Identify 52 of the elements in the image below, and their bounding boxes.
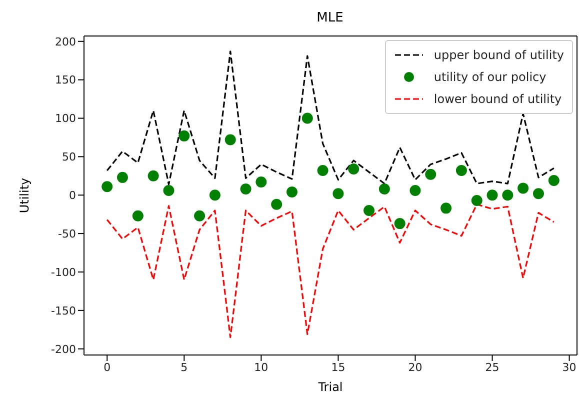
point	[456, 165, 467, 176]
y-tick-label: 200	[55, 35, 76, 48]
x-tick-label: 5	[180, 360, 188, 374]
point	[317, 165, 328, 176]
legend-label: upper bound of utility	[434, 48, 564, 62]
point	[302, 112, 313, 124]
y-tick-label: -200	[51, 342, 76, 356]
y-tick-label: -50	[58, 227, 76, 240]
point	[178, 130, 190, 142]
point	[102, 181, 113, 192]
x-tick-label: 30	[562, 360, 576, 374]
point	[271, 198, 282, 210]
point	[148, 170, 159, 182]
point	[286, 186, 298, 198]
x-tick-label: 15	[331, 360, 346, 374]
x-tick-label: 20	[408, 360, 422, 374]
point	[209, 190, 220, 201]
x-axis-title: Trial	[317, 380, 343, 394]
y-tick-label: 0	[69, 189, 76, 202]
point	[256, 176, 267, 188]
point	[332, 188, 344, 200]
y-axis-title: Utility	[17, 178, 32, 214]
point	[548, 175, 560, 186]
point	[502, 190, 514, 201]
y-tick-label: -100	[51, 266, 76, 279]
point	[410, 185, 421, 196]
point	[194, 210, 206, 222]
point	[240, 183, 252, 194]
x-tick-label: 0	[104, 360, 111, 374]
point	[117, 172, 128, 183]
point	[132, 210, 144, 222]
point	[163, 185, 174, 196]
point	[364, 204, 375, 216]
point	[471, 194, 482, 206]
y-tick-label: 50	[62, 150, 76, 164]
legend-label: lower bound of utility	[434, 92, 562, 106]
point	[486, 190, 498, 201]
point	[440, 202, 452, 214]
chart-title: MLE	[316, 10, 344, 26]
point	[378, 183, 390, 194]
y-tick-label: -150	[51, 304, 76, 318]
point	[348, 163, 360, 174]
point	[394, 218, 406, 230]
point	[425, 168, 436, 180]
point	[224, 134, 236, 146]
x-tick-label: 25	[485, 360, 500, 374]
legend-label: utility of our policy	[434, 70, 546, 84]
y-tick-label: 100	[55, 112, 76, 126]
point	[518, 182, 529, 194]
x-tick-label: 10	[254, 360, 268, 374]
point	[532, 188, 544, 200]
y-tick-label: 150	[55, 74, 76, 87]
